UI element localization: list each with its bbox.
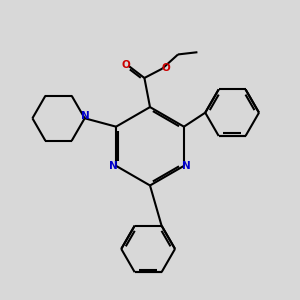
Text: O: O bbox=[122, 59, 130, 70]
Text: N: N bbox=[182, 161, 191, 171]
Text: N: N bbox=[109, 161, 118, 171]
Text: O: O bbox=[161, 63, 170, 73]
Text: N: N bbox=[81, 111, 90, 122]
